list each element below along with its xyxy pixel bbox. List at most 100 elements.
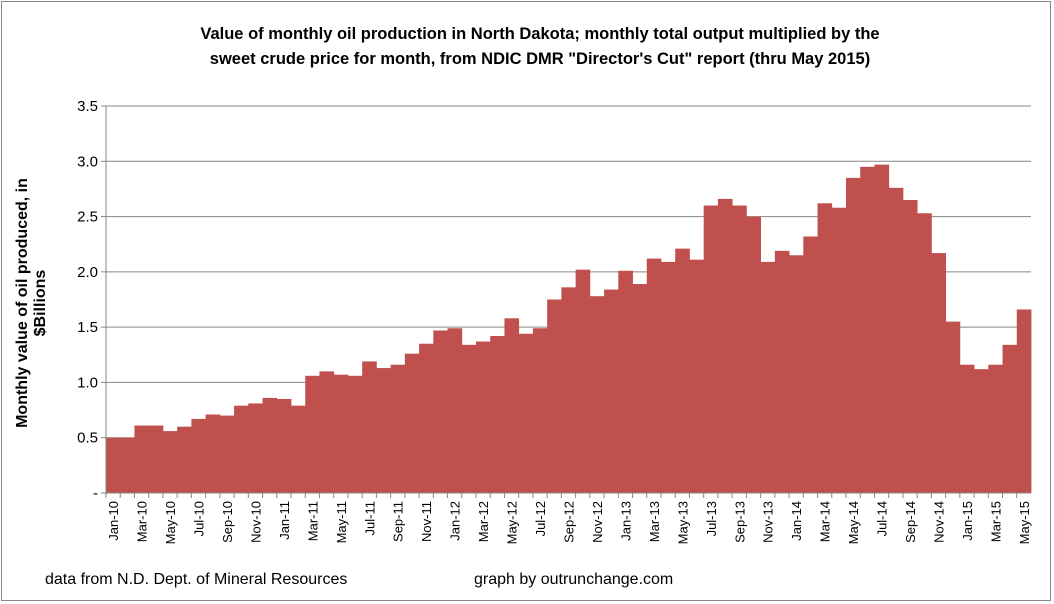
- bar: [547, 299, 562, 493]
- bar: [860, 166, 875, 494]
- x-tick-label: Jul-10: [192, 501, 207, 536]
- x-tick-label: Sep-11: [391, 501, 406, 542]
- x-tick-label: Nov-12: [590, 501, 605, 543]
- x-tick-label: Mar-13: [647, 501, 662, 542]
- bar: [575, 269, 591, 493]
- x-tick-label: Jan-13: [618, 501, 633, 541]
- bar: [661, 261, 676, 493]
- x-tick-label: Nov-10: [248, 501, 263, 543]
- bar: [703, 205, 719, 493]
- chart-title-line1: Value of monthly oil production in North…: [200, 25, 880, 43]
- bar: [1002, 344, 1018, 493]
- x-tick-label: Mar-11: [305, 501, 320, 541]
- bar: [831, 207, 847, 493]
- bar: [945, 321, 961, 493]
- bar: [604, 289, 619, 493]
- x-tick-label: May-10: [163, 501, 178, 544]
- bar: [689, 259, 705, 493]
- bar: [404, 353, 420, 493]
- bar: [974, 369, 989, 493]
- x-tick-label: May-15: [1017, 501, 1032, 544]
- bar: [319, 371, 335, 493]
- bar: [959, 364, 975, 493]
- x-tick-label: Nov-11: [419, 501, 434, 542]
- bar: [717, 198, 733, 493]
- bar: [333, 374, 349, 493]
- bar: [803, 236, 818, 493]
- bar: [561, 287, 577, 493]
- x-tick-label: Sep-12: [562, 501, 577, 543]
- bar: [390, 364, 406, 493]
- x-tick-label: Mar-12: [476, 501, 491, 542]
- bar: [888, 187, 904, 493]
- bar: [917, 213, 932, 494]
- bar: [846, 177, 861, 493]
- bar: [148, 425, 164, 493]
- x-tick-label: May-12: [505, 501, 520, 544]
- bar: [376, 368, 392, 493]
- bar: [134, 425, 150, 493]
- bar: [347, 375, 363, 493]
- bar: [191, 418, 207, 493]
- bar: [219, 415, 235, 493]
- bar: [276, 399, 292, 493]
- bar: [305, 375, 320, 493]
- bar: [732, 205, 747, 493]
- bar: [902, 199, 918, 493]
- bar: [461, 344, 477, 493]
- bar: [120, 437, 135, 493]
- bar: [874, 164, 890, 494]
- bar: [518, 333, 534, 493]
- bar: [106, 437, 121, 493]
- x-tick-label: Jan-15: [960, 501, 975, 541]
- bar: [789, 255, 804, 493]
- y-tick-label: -: [93, 485, 98, 502]
- x-tick-label: Jan-10: [106, 501, 121, 541]
- bar: [447, 328, 463, 493]
- bar: [433, 330, 448, 493]
- y-tick-label: 3.0: [77, 153, 98, 170]
- bar: [746, 216, 762, 494]
- x-tick-label: Jan-12: [448, 501, 463, 541]
- bar: [532, 328, 548, 493]
- x-tick-label: Nov-14: [932, 501, 947, 543]
- y-tick-label: 2.0: [77, 264, 98, 281]
- bar: [177, 426, 192, 493]
- x-tick-label: Jul-14: [875, 501, 890, 536]
- bar: [817, 203, 833, 493]
- bar: [589, 296, 605, 493]
- bar: [205, 414, 221, 493]
- x-tick-label: Sep-13: [732, 501, 747, 543]
- y-tick-label: 0.5: [77, 430, 98, 447]
- bar: [234, 405, 249, 493]
- bar: [1016, 309, 1032, 493]
- chart-title: Value of monthly oil production in North…: [60, 22, 1020, 72]
- chart-title-line2: sweet crude price for month, from NDIC D…: [209, 50, 871, 68]
- x-tick-label: Sep-10: [220, 501, 235, 543]
- bar: [248, 403, 263, 493]
- bar: [988, 364, 1003, 493]
- bar: [774, 250, 790, 493]
- bar: [760, 261, 776, 493]
- bar: [162, 431, 178, 493]
- bar: [504, 318, 520, 493]
- bar: [419, 343, 434, 493]
- x-tick-label: Mar-14: [818, 501, 833, 542]
- x-tick-label: May-14: [846, 501, 861, 544]
- y-tick-label: 2.5: [77, 209, 98, 226]
- bar: [675, 248, 690, 493]
- x-tick-label: Nov-13: [761, 501, 776, 543]
- credit-note: graph by outrunchange.com: [474, 571, 674, 588]
- x-tick-label: Jul-11: [362, 501, 377, 535]
- bar: [618, 270, 633, 493]
- x-tick-label: Jan-14: [789, 501, 804, 541]
- x-tick-label: Jan-11: [277, 501, 292, 540]
- source-note: data from N.D. Dept. of Mineral Resource…: [45, 571, 348, 588]
- x-tick-label: Sep-14: [903, 501, 918, 543]
- bar: [362, 361, 377, 493]
- bar: [291, 405, 306, 493]
- y-tick-label: 1.0: [77, 374, 98, 391]
- bar: [490, 335, 505, 493]
- x-tick-label: May-13: [675, 501, 690, 544]
